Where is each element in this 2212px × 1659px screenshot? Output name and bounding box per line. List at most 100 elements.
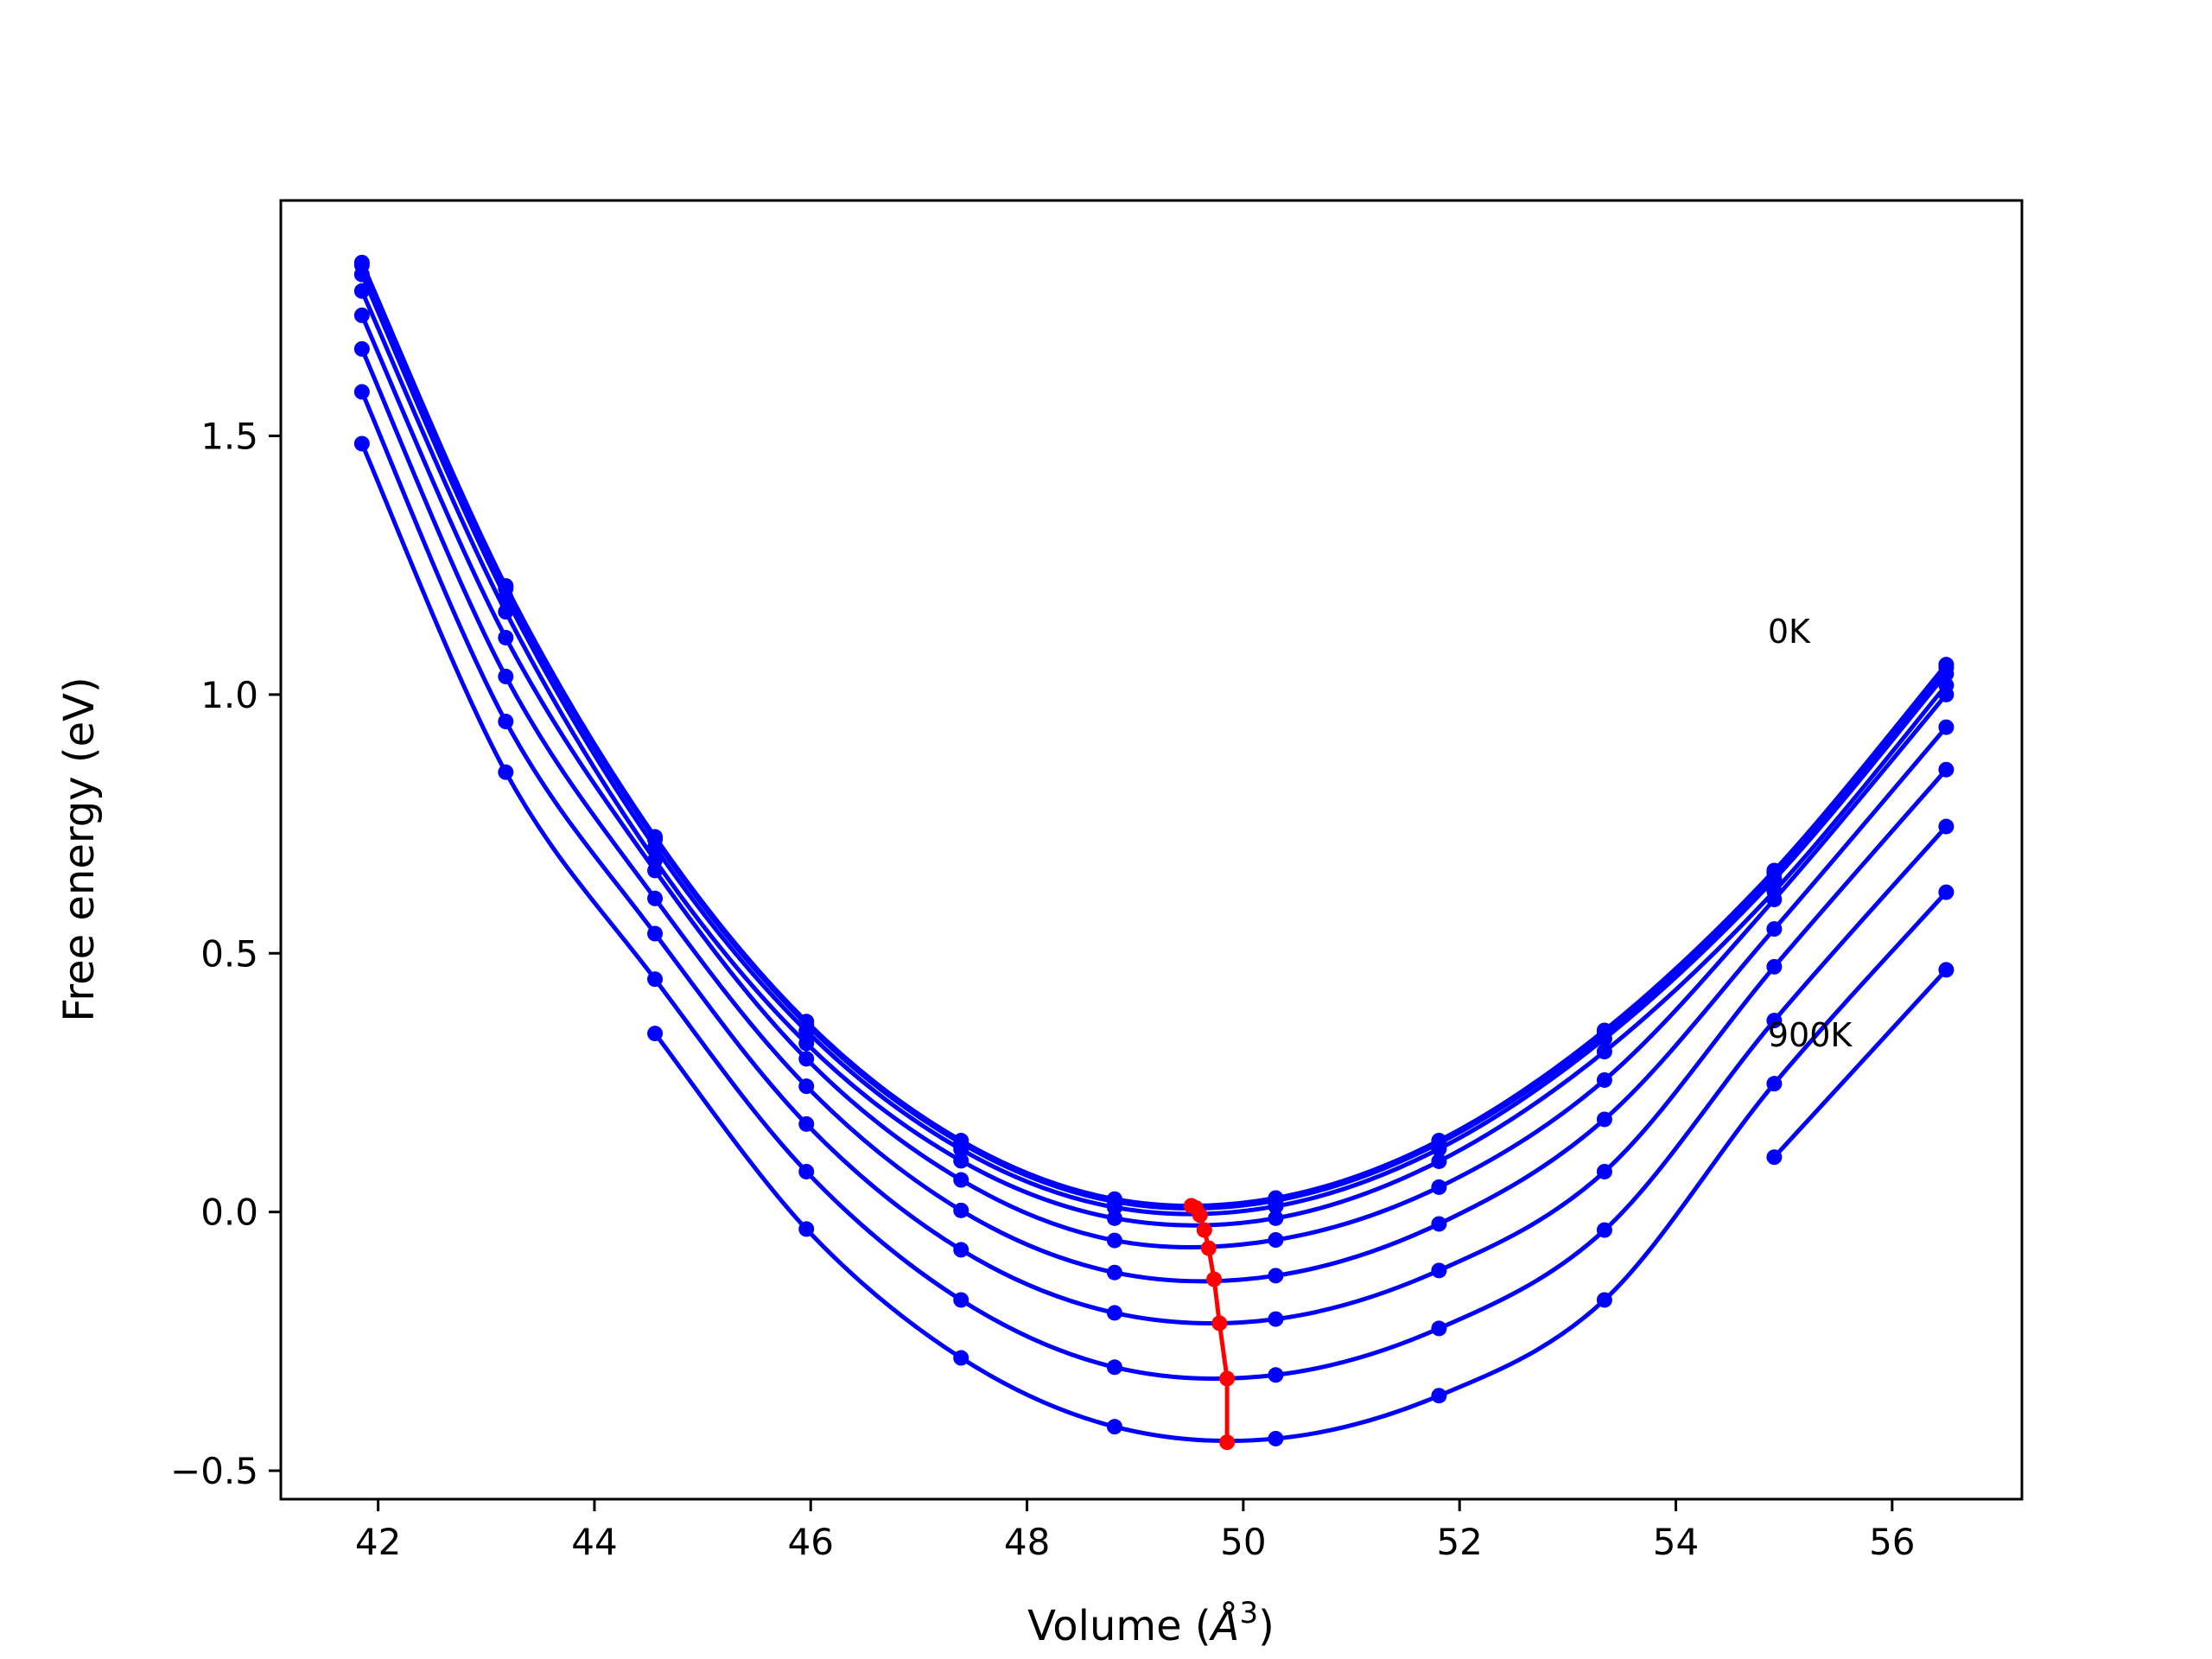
data-point — [1766, 1149, 1783, 1166]
y-tick-label: 1.5 — [200, 415, 258, 457]
data-point — [1106, 1419, 1122, 1435]
data-point — [647, 925, 664, 942]
data-point — [1596, 1292, 1612, 1308]
data-point — [1596, 1163, 1612, 1179]
series-500K — [353, 340, 1955, 1284]
series-900K — [647, 884, 1955, 1446]
data-point — [1938, 962, 1955, 978]
y-tick-label: 1.0 — [200, 674, 258, 716]
annotations: 0K 900K — [1768, 613, 1853, 1054]
series-600K — [353, 384, 1955, 1327]
data-point — [1106, 1305, 1122, 1321]
data-point — [1766, 891, 1783, 907]
data-point — [1596, 1031, 1612, 1047]
annotation-label: 900K — [1768, 1016, 1853, 1054]
data-point — [498, 604, 514, 620]
data-point — [953, 1292, 969, 1308]
data-point — [798, 1078, 815, 1095]
data-point — [1106, 1232, 1122, 1249]
data-point — [1431, 1216, 1447, 1232]
data-point — [953, 1350, 969, 1366]
data-point — [798, 1051, 815, 1067]
data-point — [953, 1153, 969, 1169]
data-point — [1268, 1311, 1284, 1327]
data-point — [953, 1242, 969, 1258]
minima-point — [1196, 1222, 1212, 1238]
series-700K — [353, 435, 1955, 1383]
axes-frame — [279, 199, 2024, 1501]
data-point — [1938, 665, 1955, 682]
data-point — [798, 1023, 815, 1039]
data-point — [353, 340, 370, 357]
data-point — [1431, 1153, 1447, 1169]
data-point — [498, 668, 514, 684]
data-point — [1106, 1210, 1122, 1226]
minima-point — [1192, 1207, 1208, 1224]
series-line-700K — [359, 442, 1948, 1382]
data-point — [1431, 1388, 1447, 1404]
data-point — [1596, 1044, 1612, 1060]
x-tick-label: 46 — [788, 1521, 834, 1563]
data-point — [353, 435, 370, 452]
data-point — [1938, 818, 1955, 835]
data-point — [1596, 1111, 1612, 1128]
data-point — [1268, 1232, 1284, 1248]
y-tick-label: 0.0 — [200, 1192, 258, 1234]
x-tick-label: 56 — [1869, 1521, 1915, 1563]
ticks: 42 44 46 48 50 52 54 56 −0.5 0.0 0.5 1.0 1.5 — [170, 415, 1916, 1563]
y-axis-label: Free energy (eV) — [55, 677, 104, 1021]
data-point — [1938, 761, 1955, 778]
data-point — [1268, 1210, 1284, 1226]
x-tick-label: 42 — [355, 1521, 401, 1563]
y-tick-label: −0.5 — [170, 1450, 258, 1492]
minima-point — [1219, 1370, 1236, 1387]
x-tick-label: 48 — [1004, 1521, 1050, 1563]
minima-point — [1206, 1271, 1223, 1287]
data-point — [1596, 1071, 1612, 1088]
annotation-label: 0K — [1768, 613, 1811, 651]
data-point — [1596, 1222, 1612, 1238]
data-point — [953, 1172, 969, 1188]
data-point — [1938, 719, 1955, 735]
data-point — [353, 307, 370, 323]
data-point — [353, 384, 370, 400]
data-point — [798, 1163, 815, 1179]
minima-series — [1183, 1198, 1236, 1451]
series-200K — [353, 266, 1955, 1217]
data-point — [1766, 1013, 1783, 1029]
x-tick-label: 44 — [571, 1521, 617, 1563]
data-point — [1766, 1076, 1783, 1092]
x-axis-label: Volume (Å3) — [1027, 1596, 1274, 1650]
minima-point — [1219, 1434, 1236, 1451]
data-point — [647, 862, 664, 879]
data-point — [647, 890, 664, 906]
data-point — [798, 1035, 815, 1052]
series-line-100K — [359, 264, 1948, 1211]
minima-point — [1211, 1315, 1228, 1332]
data-point — [1268, 1198, 1284, 1215]
data-point — [647, 971, 664, 988]
x-tick-label: 54 — [1653, 1521, 1699, 1563]
data-point — [1431, 1262, 1447, 1279]
data-point — [1268, 1268, 1284, 1284]
data-point — [1766, 871, 1783, 887]
data-point — [1106, 1264, 1122, 1281]
series-line-900K — [653, 890, 1948, 1444]
data-point — [353, 266, 370, 283]
minima-point — [1200, 1240, 1217, 1256]
series-line-400K — [359, 314, 1948, 1249]
data-point — [1431, 1320, 1447, 1337]
data-point — [1106, 1359, 1122, 1376]
x-tick-label: 52 — [1436, 1521, 1482, 1563]
series-line-600K — [359, 391, 1948, 1325]
data-point — [1431, 1179, 1447, 1195]
series-900K-b — [1766, 962, 1955, 1166]
data-point — [953, 1141, 969, 1158]
data-point — [1431, 1141, 1447, 1157]
data-point — [353, 283, 370, 299]
data-point — [498, 714, 514, 729]
data-point — [1938, 686, 1955, 702]
data-point — [1268, 1430, 1284, 1446]
data-point — [1938, 884, 1955, 900]
